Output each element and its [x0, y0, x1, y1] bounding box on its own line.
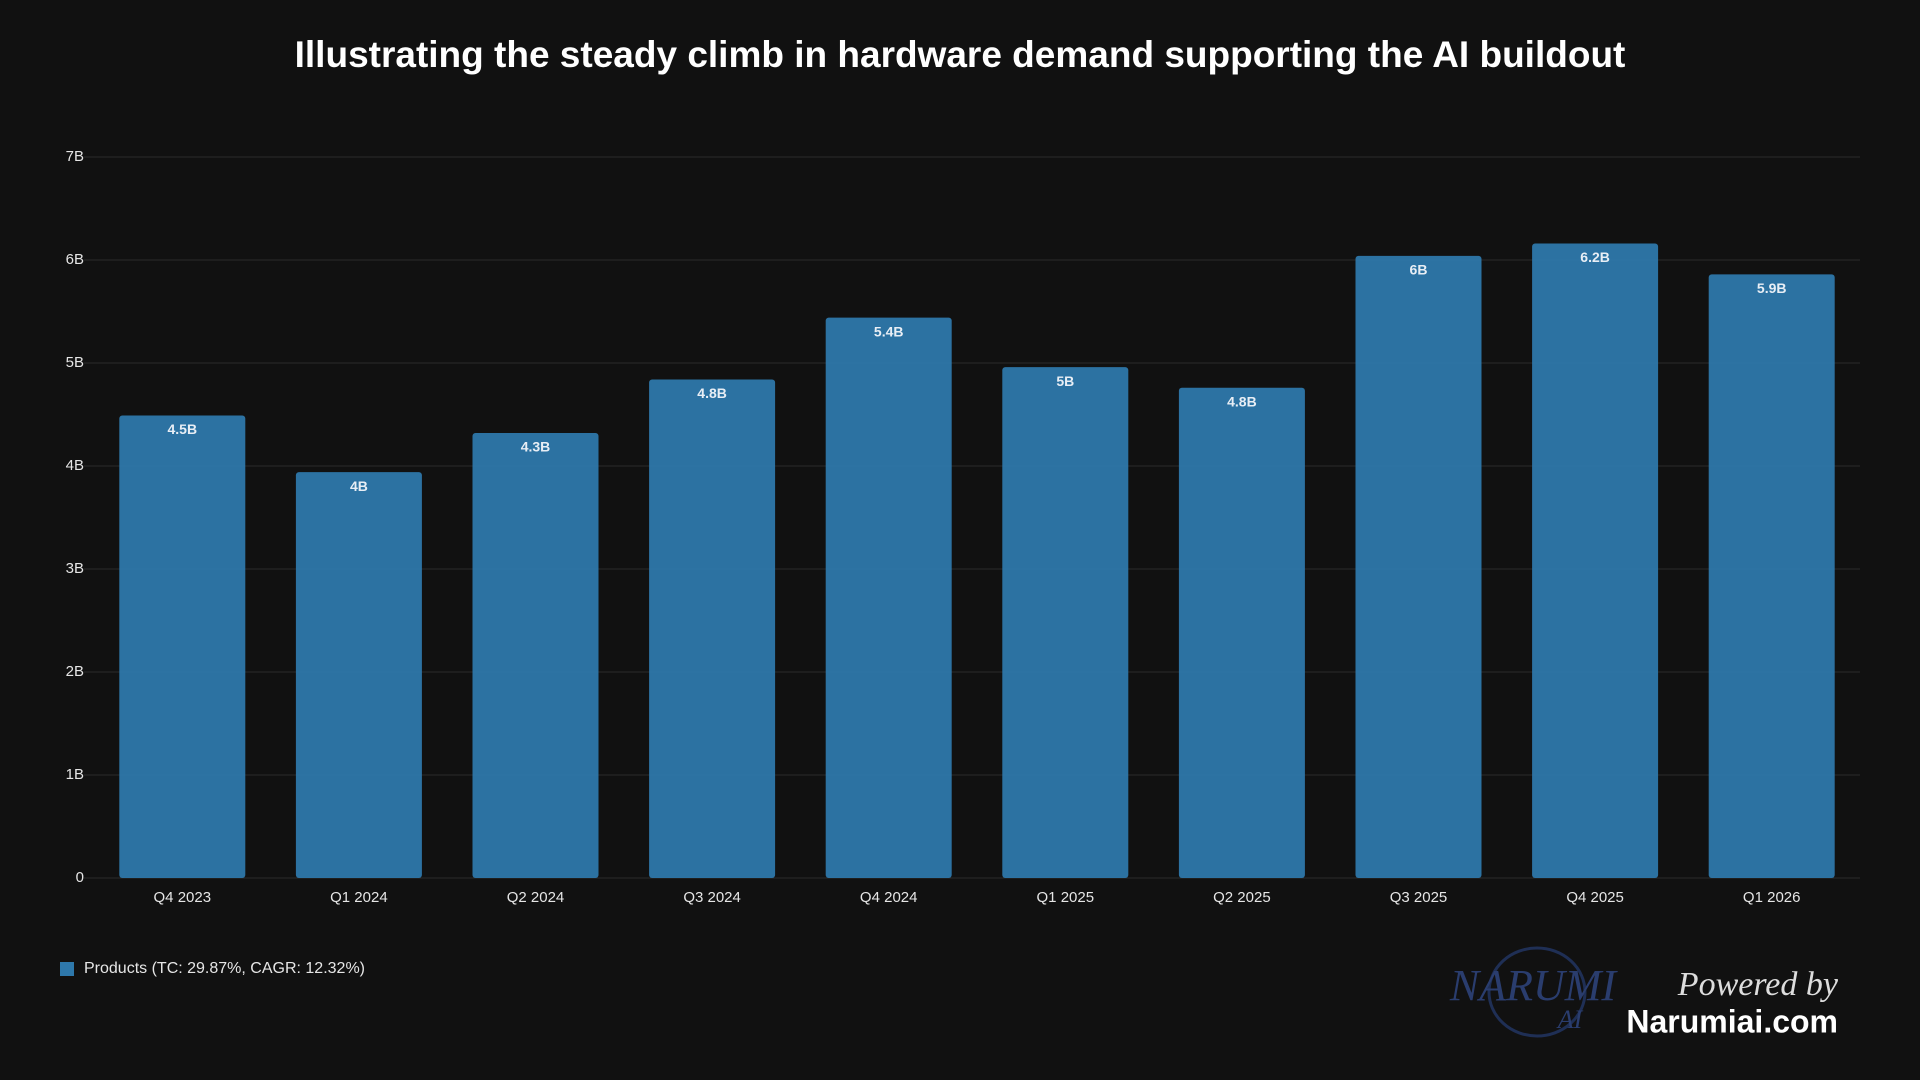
bar — [295, 472, 422, 878]
bar — [119, 415, 246, 878]
value-label: 5.9B — [1757, 280, 1787, 296]
value-label: 4.8B — [1227, 393, 1257, 409]
y-tick-label: 2B — [66, 663, 84, 680]
value-label: 5.4B — [874, 323, 904, 339]
x-tick-label: Q1 2024 — [330, 889, 388, 906]
value-label: 5B — [1056, 373, 1074, 389]
value-label: 6B — [1410, 262, 1428, 278]
site: Narumiai.com — [1626, 1003, 1838, 1039]
x-tick-label: Q2 2024 — [507, 889, 565, 906]
logo-text: NARUMI — [1449, 961, 1619, 1010]
tagline: Powered by — [1677, 966, 1839, 1003]
value-label: 6.2B — [1580, 249, 1610, 265]
logo-ring — [1487, 946, 1587, 1038]
y-tick-label: 6B — [66, 251, 84, 268]
logo-sub: AI — [1556, 1005, 1584, 1034]
bar — [1532, 243, 1659, 878]
bar — [825, 317, 952, 878]
watermark: NARUMI AI Powered by Narumiai.com — [1449, 946, 1839, 1039]
bar — [1708, 274, 1835, 878]
y-tick-label: 7B — [66, 148, 84, 165]
bar — [1355, 255, 1482, 878]
bar — [472, 433, 599, 878]
value-label: 4B — [350, 478, 368, 494]
x-tick-label: Q1 2026 — [1743, 889, 1801, 906]
y-tick-label: 3B — [66, 560, 84, 577]
y-tick-label: 4B — [66, 457, 84, 474]
x-tick-label: Q3 2025 — [1390, 889, 1448, 906]
y-tick-label: 0 — [76, 869, 84, 886]
value-label: 4.8B — [697, 385, 727, 401]
x-tick-label: Q4 2023 — [154, 889, 212, 906]
legend-label: Products (TC: 29.87%, CAGR: 12.32%) — [84, 960, 365, 977]
x-tick-label: Q3 2024 — [683, 889, 741, 906]
y-tick-label: 5B — [66, 354, 84, 371]
y-tick-label: 1B — [66, 766, 84, 783]
x-tick-label: Q4 2025 — [1566, 889, 1624, 906]
bar — [1002, 367, 1129, 878]
bar — [1178, 387, 1305, 878]
value-label: 4.5B — [168, 421, 198, 437]
x-tick-label: Q1 2025 — [1037, 889, 1095, 906]
x-tick-label: Q4 2024 — [860, 889, 918, 906]
legend-swatch — [60, 962, 74, 976]
bar — [649, 379, 776, 878]
x-tick-label: Q2 2025 — [1213, 889, 1271, 906]
chart-title: Illustrating the steady climb in hardwar… — [295, 34, 1626, 75]
value-label: 4.3B — [521, 439, 551, 455]
